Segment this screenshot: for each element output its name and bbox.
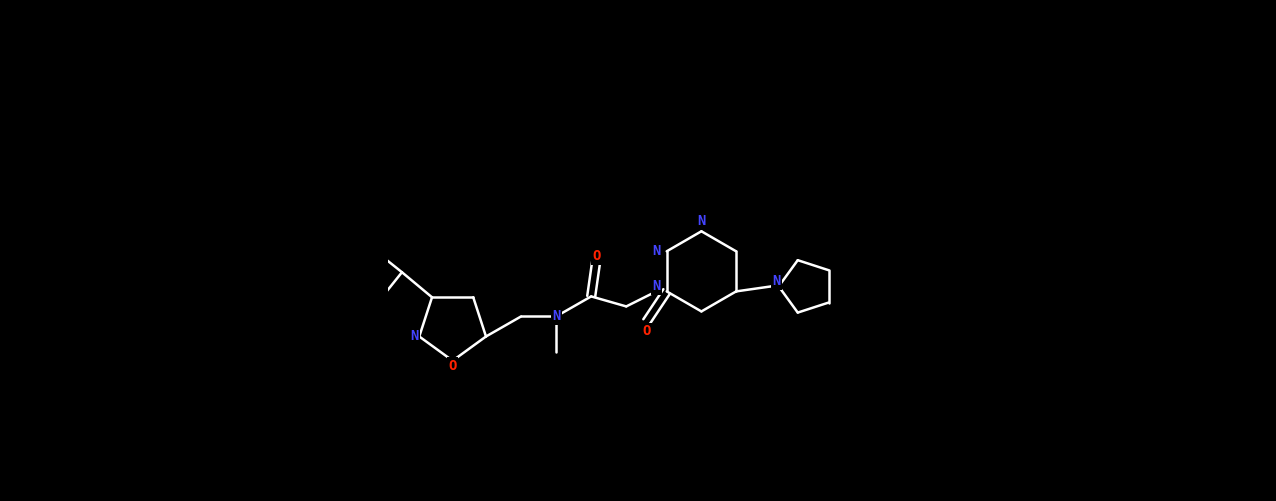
Text: N: N	[652, 244, 661, 259]
Text: N: N	[410, 330, 419, 344]
Text: N: N	[697, 214, 706, 228]
Text: O: O	[643, 325, 651, 339]
Text: N: N	[772, 275, 781, 289]
Text: N: N	[652, 280, 661, 294]
Text: O: O	[448, 359, 457, 373]
Text: N: N	[553, 310, 560, 324]
Text: O: O	[592, 249, 601, 264]
